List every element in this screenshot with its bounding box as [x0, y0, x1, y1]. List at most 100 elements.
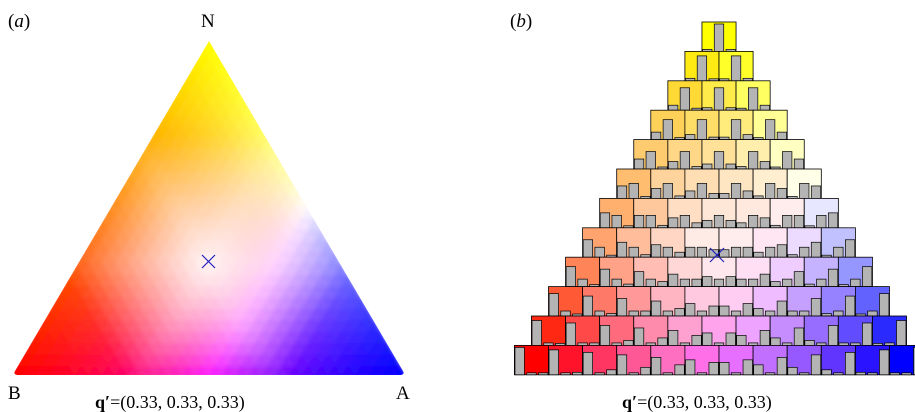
colour-patch — [313, 365, 330, 375]
colour-patch — [393, 365, 404, 375]
histogram-bar — [674, 251, 685, 258]
histogram-cell — [701, 80, 737, 111]
histogram-bar — [679, 151, 690, 170]
colour-patch — [220, 365, 236, 375]
histogram-cell — [667, 315, 703, 346]
histogram-cell — [650, 286, 686, 317]
histogram-bar — [748, 215, 759, 229]
histogram-bar — [531, 320, 542, 346]
histogram-bar — [616, 298, 628, 317]
panel-a-caption-value: (0.33, 0.33, 0.33) — [120, 392, 245, 412]
histogram-bar — [668, 104, 679, 111]
histogram-bar — [662, 183, 673, 199]
histogram-bar — [810, 241, 822, 258]
colour-patch — [86, 365, 103, 375]
colour-patch — [180, 365, 196, 375]
histogram-bar — [821, 369, 832, 376]
histogram-cell — [803, 315, 839, 346]
histogram-cell — [718, 227, 754, 258]
histogram-bar — [616, 354, 628, 376]
histogram-bar — [889, 372, 900, 376]
histogram-bar — [696, 246, 708, 258]
histogram-bar — [674, 308, 685, 317]
panel-a-caption-symbol: q′ — [95, 392, 111, 412]
histogram-bar — [913, 347, 915, 376]
histogram-cell — [616, 227, 652, 258]
histogram-cell — [718, 168, 754, 199]
histogram-bar — [679, 215, 690, 229]
histogram-bar — [572, 371, 583, 376]
histogram-bar — [765, 246, 776, 258]
histogram-cell — [701, 197, 737, 229]
histogram-bar — [594, 246, 605, 258]
histogram-cell — [667, 256, 703, 288]
histogram-bar — [787, 366, 798, 376]
histogram-cell — [837, 256, 873, 288]
histogram-cell — [701, 256, 737, 288]
histogram-bar — [845, 295, 856, 317]
histogram-bar — [725, 332, 736, 346]
histogram-bar — [776, 357, 787, 376]
histogram-cell — [718, 109, 754, 140]
histogram-bar — [640, 366, 651, 376]
colour-patch — [113, 365, 130, 375]
histogram-bar — [855, 371, 866, 376]
histogram-bar — [725, 163, 736, 170]
histogram-bar — [862, 266, 873, 287]
histogram-bar — [651, 188, 662, 199]
histogram-cell — [684, 109, 720, 140]
histogram-bar — [691, 222, 702, 229]
colour-patch — [233, 365, 250, 375]
histogram-bar — [833, 372, 844, 376]
histogram-bar — [623, 340, 634, 346]
colour-patch — [100, 365, 116, 375]
histogram-bar — [713, 278, 725, 287]
histogram-bar — [702, 219, 713, 229]
histogram-bar — [770, 337, 781, 346]
colour-patch — [206, 365, 223, 375]
histogram-bar — [804, 340, 815, 346]
histogram-bar — [850, 278, 861, 287]
histogram-bar — [742, 246, 753, 258]
histogram-bar — [594, 310, 605, 317]
histogram-bar — [776, 188, 787, 199]
histogram-bar — [702, 332, 713, 346]
histogram-cell — [769, 256, 805, 288]
histogram-cell — [786, 168, 822, 199]
histogram-bar — [776, 131, 787, 140]
histogram-bar — [696, 119, 708, 140]
histogram-cell — [752, 227, 788, 258]
histogram-cell — [565, 315, 601, 346]
histogram-bar — [560, 372, 571, 376]
colour-patch — [33, 365, 50, 375]
histogram-bar — [679, 87, 690, 111]
panel-a-label-text: a — [14, 11, 24, 32]
histogram-bar — [696, 183, 708, 199]
histogram-bar — [657, 337, 668, 346]
histogram-bar — [742, 303, 753, 317]
histogram-bar — [862, 322, 873, 346]
histogram-bar — [708, 193, 719, 199]
histogram-bar — [526, 372, 537, 376]
histogram-bar — [810, 298, 822, 317]
colour-patch — [353, 365, 370, 375]
histogram-bar — [713, 215, 725, 229]
histogram-bar — [833, 246, 844, 258]
histogram-bar — [787, 310, 798, 317]
histogram-bar — [662, 372, 673, 376]
histogram-cell — [786, 286, 822, 317]
histogram-cell — [616, 168, 652, 199]
histogram-bar — [674, 364, 685, 376]
histogram-bar — [599, 325, 611, 346]
colour-patch — [166, 365, 183, 375]
histogram-bar — [742, 134, 753, 140]
histogram-bar — [713, 23, 725, 52]
colour-patch — [273, 365, 290, 375]
histogram-bar — [668, 273, 679, 287]
histogram-cell — [684, 51, 720, 82]
histogram-bar — [736, 278, 747, 287]
histogram-bar — [810, 354, 822, 376]
histogram-bar — [736, 335, 747, 346]
histogram-bar — [719, 193, 730, 199]
